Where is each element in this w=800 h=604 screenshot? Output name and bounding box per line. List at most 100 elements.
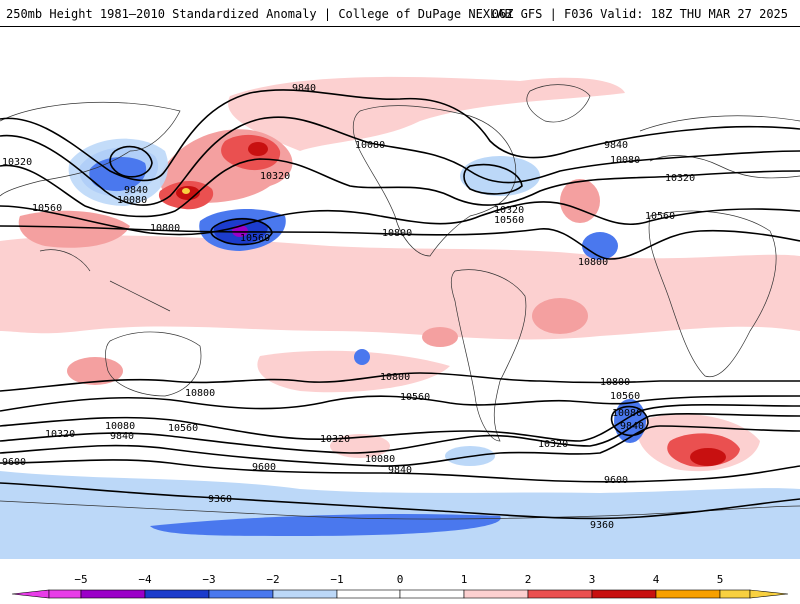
model-run-info: 06Z GFS | F036 Valid: 18Z THU MAR 27 202…: [491, 7, 788, 21]
contour-label: 9360: [208, 494, 232, 505]
contour-label: 10080: [105, 421, 135, 432]
anomaly-area-atlantic: [560, 179, 600, 223]
colorbar-tick-label: 3: [589, 573, 596, 586]
contour-label: 10800: [150, 223, 180, 234]
coastline-north-america: [352, 105, 517, 257]
contour-label: 10320: [538, 439, 568, 450]
coastline-se-asia: [39, 249, 171, 312]
anomaly-area-antarctic-core: [150, 514, 501, 536]
contour-label: 9840: [110, 431, 134, 442]
contour-label: 10560: [645, 211, 675, 222]
colorbar-tick-label: 2: [525, 573, 532, 586]
colorbar-swatch: [655, 589, 721, 599]
colorbar-tick-label: −5: [74, 573, 87, 586]
contour-10080-south: [0, 412, 800, 454]
contour-label: 10320: [260, 171, 290, 182]
contour-label: 10560: [240, 233, 270, 244]
positive-anomaly-areas: [0, 76, 800, 472]
colorbar-tick-label: 5: [717, 573, 724, 586]
contour-label: 10080: [365, 454, 395, 465]
contour-label: 10800: [380, 372, 410, 383]
contour-label: 10080: [117, 195, 147, 206]
contour-label: 9840: [292, 83, 316, 94]
contour-label: 10560: [400, 392, 430, 403]
contour-label: 10800: [185, 388, 215, 399]
anomaly-area-s-pacific: [257, 350, 450, 393]
anomaly-area-s-atlantic: [532, 298, 588, 334]
anomaly-area-n-atlantic: [582, 232, 618, 260]
contour-9600: [0, 459, 800, 483]
contour-label: 9840: [388, 465, 412, 476]
coastline-south-america: [450, 269, 527, 442]
contour-label: 9360: [590, 520, 614, 531]
anomaly-area-s-pacific-core: [422, 327, 458, 347]
colorbar: −5 −4 −3 −2 −1 0 1 2 3 4 5: [0, 572, 800, 600]
colorbar-swatches: [11, 589, 789, 599]
contour-label: 10560: [32, 203, 62, 214]
colorbar-swatch: [719, 589, 751, 599]
anomaly-area-s-indian-max: [690, 448, 726, 466]
colorbar-ticks: −5 −4 −3 −2 −1 0 1 2 3 4 5: [74, 573, 723, 586]
anomaly-area-kamchatka-peak: [182, 188, 190, 194]
contour-label: 9600: [604, 475, 628, 486]
contour-label: 10320: [45, 429, 75, 440]
contour-label: 9840: [604, 140, 628, 151]
colorbar-swatch: [463, 589, 529, 599]
contour-9840-siberia-closed: [109, 145, 153, 178]
contour-10800-south: [0, 372, 800, 392]
colorbar-tick-label: −2: [266, 573, 279, 586]
height-contours: [0, 89, 800, 520]
contour-labels: 9840 10080 10320 9840 10080 10560 10800 …: [2, 83, 695, 531]
anomaly-area-aleutian-max: [248, 142, 268, 156]
coastline-australia: [105, 331, 202, 397]
anomaly-area-n-pacific-ridge: [228, 76, 625, 151]
colorbar-tick-label: −4: [138, 573, 152, 586]
coastline-africa: [648, 210, 777, 378]
colorbar-canvas: −5 −4 −3 −2 −1 0 1 2 3 4 5: [11, 573, 789, 599]
contour-label: 9840: [124, 185, 148, 196]
colorbar-swatch: [336, 589, 401, 599]
contour-label: 10800: [578, 257, 608, 268]
colorbar-tick-label: −1: [330, 573, 343, 586]
colorbar-tick-label: −3: [202, 573, 215, 586]
colorbar-tick-label: 4: [653, 573, 660, 586]
map-header: 250mb Height 1981–2010 Standardized Anom…: [0, 0, 800, 26]
contour-label: 10320: [494, 205, 524, 216]
contour-label: 10080: [610, 155, 640, 166]
contour-label: 10560: [168, 423, 198, 434]
colorbar-swatch: [591, 589, 657, 599]
contour-label: 10080: [355, 140, 385, 151]
anomaly-area-china: [18, 210, 130, 248]
contour-label: 10080: [612, 408, 642, 419]
anomaly-area-s-pacific-small: [354, 349, 370, 365]
colorbar-swatch: [144, 589, 210, 599]
contour-10560-pacific-closed: [210, 218, 273, 246]
anomaly-map: 9840 10080 10320 9840 10080 10560 10800 …: [0, 26, 800, 559]
anomaly-area-tropical-belt: [0, 235, 800, 340]
contour-label: 9600: [2, 457, 26, 468]
colorbar-arrow-low: [11, 589, 50, 599]
colorbar-swatch: [399, 589, 465, 599]
coastline-greenland: [526, 84, 591, 123]
colorbar-swatch: [208, 589, 274, 599]
contour-e-canada-closed: [463, 163, 523, 195]
contour-9360: [0, 482, 800, 520]
colorbar-tick-label: 1: [461, 573, 468, 586]
contour-label: 10800: [600, 377, 630, 388]
contour-10320-south: [0, 403, 800, 442]
contour-label: 9600: [252, 462, 276, 473]
contour-10560-south: [0, 395, 800, 412]
anomaly-area-e-canada: [460, 156, 540, 196]
map-title: 250mb Height 1981–2010 Standardized Anom…: [6, 7, 512, 21]
colorbar-swatch: [80, 589, 146, 599]
contour-label: 10560: [610, 391, 640, 402]
colorbar-swatch: [48, 589, 82, 599]
colorbar-swatch: [272, 589, 338, 599]
contour-label: 10320: [2, 157, 32, 168]
contour-label: 10320: [320, 434, 350, 445]
contour-label: 9840: [620, 421, 644, 432]
contour-9840-south: [0, 425, 800, 467]
contour-10560-north: [0, 201, 800, 236]
negative-anomaly-areas: [0, 138, 800, 559]
contour-label: 10560: [494, 215, 524, 226]
